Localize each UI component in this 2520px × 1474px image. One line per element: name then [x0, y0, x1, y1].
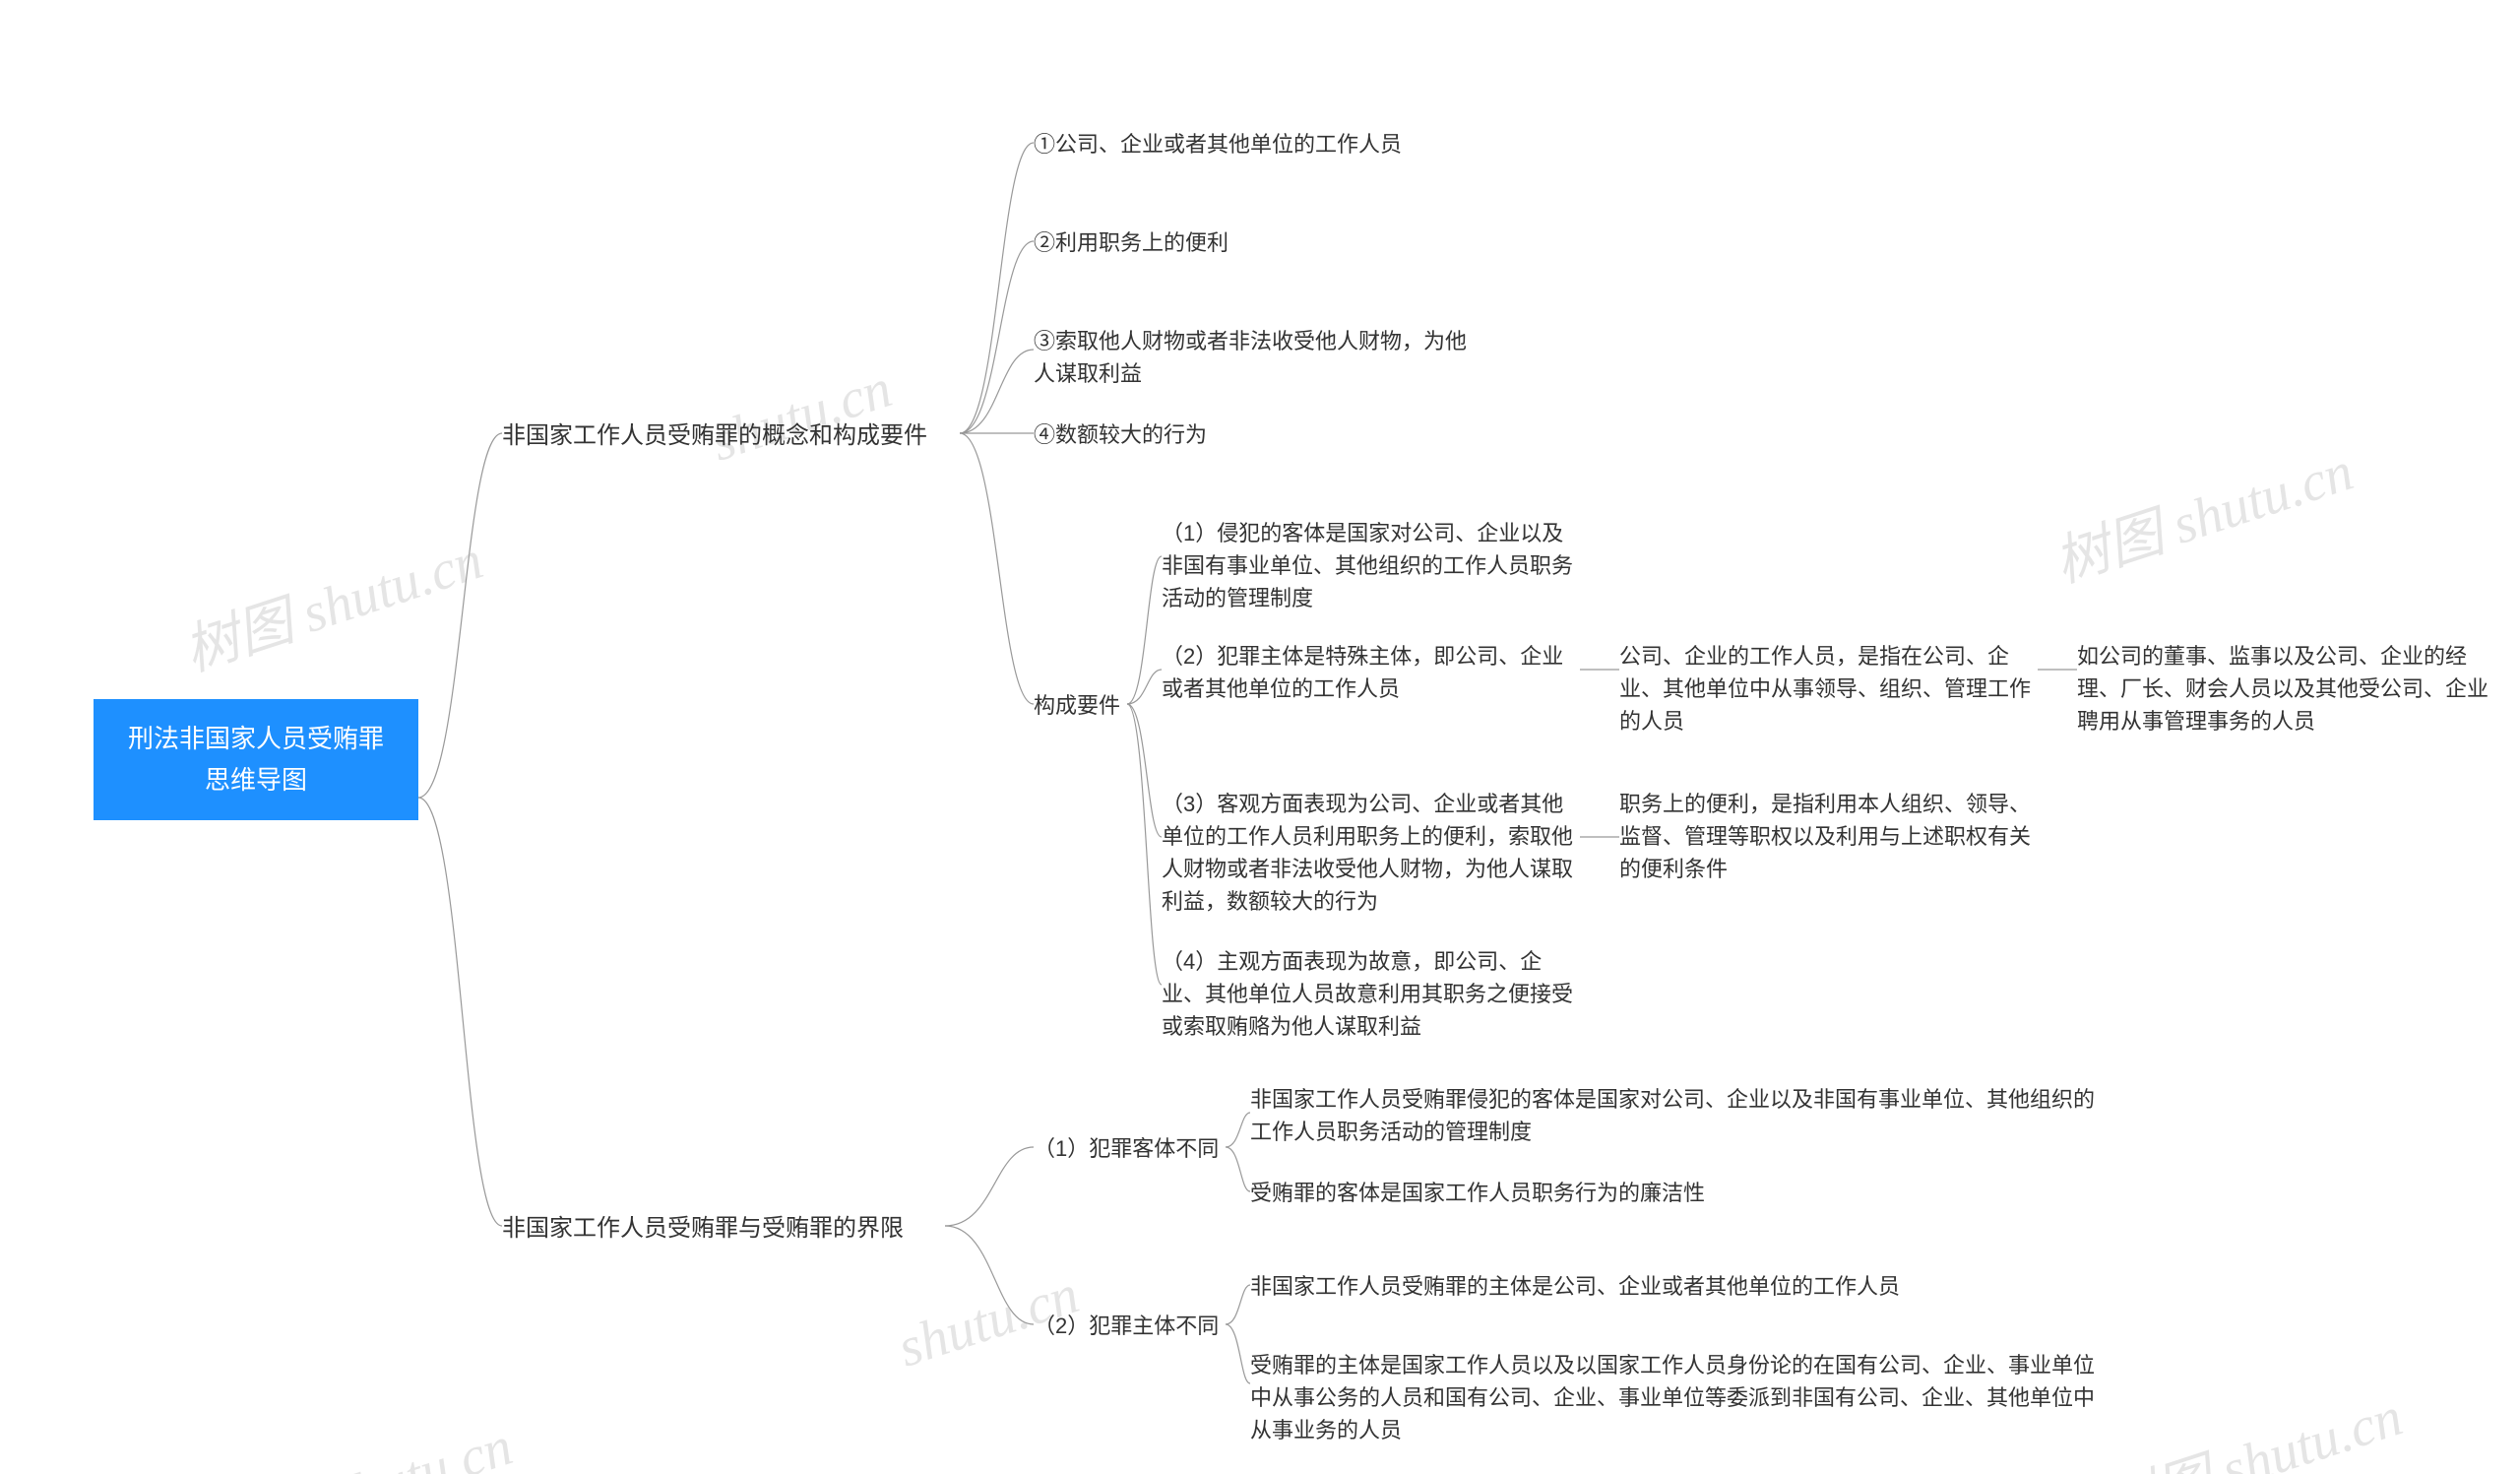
- watermark: 树图 shutu.cn: [172, 515, 491, 686]
- watermark: 树图 shutu.cn: [2092, 1372, 2411, 1474]
- branch-node: 非国家工作人员受贿罪与受贿罪的界限: [502, 1211, 904, 1247]
- leaf-node: 如公司的董事、监事以及公司、企业的经理、厂长、财会人员以及其他受公司、企业聘用从…: [2077, 640, 2490, 737]
- watermark: 树图 shutu.cn: [202, 1401, 521, 1474]
- leaf-node: 非国家工作人员受贿罪的主体是公司、企业或者其他单位的工作人员: [1250, 1270, 1900, 1303]
- leaf-node: （1）侵犯的客体是国家对公司、企业以及非国有事业单位、其他组织的工作人员职务活动…: [1162, 517, 1575, 614]
- leaf-node: （2）犯罪主体不同: [1034, 1310, 1219, 1342]
- leaf-node: 构成要件: [1034, 689, 1120, 722]
- leaf-node: （3）客观方面表现为公司、企业或者其他单位的工作人员利用职务上的便利，索取他人财…: [1162, 788, 1575, 918]
- leaf-node: （2）犯罪主体是特殊主体，即公司、企业或者其他单位的工作人员: [1162, 640, 1575, 705]
- leaf-node: ①公司、企业或者其他单位的工作人员: [1034, 128, 1402, 160]
- watermark: 树图 shutu.cn: [2043, 426, 2362, 598]
- leaf-node: 非国家工作人员受贿罪侵犯的客体是国家对公司、企业以及非国有事业单位、其他组织的工…: [1250, 1083, 2097, 1148]
- watermark: shutu.cn: [704, 356, 900, 474]
- leaf-node: 公司、企业的工作人员，是指在公司、企业、其他单位中从事领导、组织、管理工作的人员: [1619, 640, 2033, 737]
- leaf-node: 受贿罪的主体是国家工作人员以及以国家工作人员身份论的在国有公司、企业、事业单位中…: [1250, 1349, 2097, 1446]
- leaf-node: ④数额较大的行为: [1034, 418, 1207, 451]
- leaf-node: （1）犯罪客体不同: [1034, 1132, 1219, 1165]
- leaf-node: ③索取他人财物或者非法收受他人财物，为他人谋取利益: [1034, 325, 1467, 390]
- root-line2: 思维导图: [121, 760, 391, 801]
- branch-node: 非国家工作人员受贿罪的概念和构成要件: [502, 418, 927, 454]
- leaf-node: （4）主观方面表现为故意，即公司、企业、其他单位人员故意利用其职务之便接受或索取…: [1162, 945, 1575, 1043]
- leaf-node: 受贿罪的客体是国家工作人员职务行为的廉洁性: [1250, 1177, 1705, 1209]
- leaf-node: ②利用职务上的便利: [1034, 226, 1228, 259]
- root-line1: 刑法非国家人员受贿罪: [121, 719, 391, 760]
- leaf-node: 职务上的便利，是指利用本人组织、领导、监督、管理等职权以及利用与上述职权有关的便…: [1619, 788, 2033, 885]
- root-node: 刑法非国家人员受贿罪 思维导图: [94, 699, 418, 820]
